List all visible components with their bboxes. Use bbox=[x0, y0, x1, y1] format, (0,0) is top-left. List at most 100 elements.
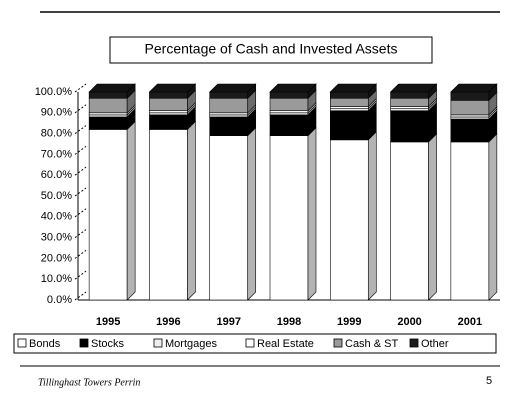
bar-segment-side bbox=[488, 133, 498, 301]
y-tick bbox=[74, 187, 87, 197]
y-tick-label: 70.0% bbox=[41, 148, 72, 160]
bar-top bbox=[148, 83, 197, 93]
bar-segment bbox=[209, 97, 249, 114]
bar-top bbox=[389, 83, 438, 93]
bar-segment bbox=[390, 110, 429, 143]
legend-swatch bbox=[79, 338, 89, 348]
bar-segment bbox=[88, 97, 128, 114]
bar-segment bbox=[149, 110, 188, 114]
bar-segment bbox=[329, 106, 369, 109]
chart-title: Percentage of Cash and Invested Assets bbox=[145, 41, 398, 57]
bar-segment bbox=[390, 141, 429, 301]
y-tick bbox=[74, 208, 87, 218]
y-tick-label: 40.0% bbox=[41, 211, 72, 223]
y-tick bbox=[74, 125, 87, 135]
bar-segment bbox=[450, 91, 490, 101]
x-tick-label: 2001 bbox=[458, 316, 482, 328]
y-tick-label: 100.0% bbox=[35, 86, 73, 98]
bar-segment bbox=[88, 114, 128, 118]
x-tick-label: 1999 bbox=[337, 316, 361, 328]
bar-segment bbox=[88, 91, 128, 99]
y-tick-label: 0.0% bbox=[47, 294, 72, 306]
y-tick-label: 50.0% bbox=[41, 190, 72, 202]
legend-swatch bbox=[153, 338, 163, 348]
y-tick bbox=[74, 83, 87, 93]
bar-segment bbox=[149, 112, 188, 116]
y-tick-label: 90.0% bbox=[41, 107, 72, 119]
bar-segment bbox=[149, 114, 188, 130]
bar-segment bbox=[329, 110, 369, 141]
bar-top bbox=[450, 83, 498, 93]
bar-segment bbox=[450, 141, 490, 301]
footer-text: Tillinghast Towers Perrin bbox=[38, 377, 140, 388]
legend-box bbox=[13, 333, 497, 354]
bar-top bbox=[329, 83, 378, 93]
bar-top bbox=[88, 83, 136, 93]
bar-segment bbox=[329, 97, 369, 107]
y-tick-label: 20.0% bbox=[41, 252, 72, 264]
bar-segment bbox=[390, 106, 429, 109]
x-tick-label: 1998 bbox=[277, 316, 301, 328]
bar-segment bbox=[149, 91, 188, 99]
bar-segment-side bbox=[367, 131, 377, 301]
bar-segment bbox=[450, 114, 490, 118]
legend-label: Mortgages bbox=[165, 338, 217, 350]
bar-segment bbox=[209, 112, 249, 116]
bar-segment bbox=[450, 100, 490, 116]
legend-label: Other bbox=[421, 338, 449, 350]
legend-swatch bbox=[245, 338, 255, 348]
bar-segment bbox=[88, 112, 128, 116]
x-tick-label: 1996 bbox=[156, 316, 180, 328]
bar-segment-side bbox=[307, 126, 317, 301]
bar-segment bbox=[149, 97, 188, 112]
bar-segment bbox=[329, 139, 369, 301]
bar-segment-side bbox=[428, 133, 437, 301]
bar-segment bbox=[329, 91, 369, 99]
legend-label: Cash & ST bbox=[345, 338, 398, 350]
legend-swatch bbox=[17, 338, 27, 348]
bar-segment bbox=[209, 91, 249, 99]
y-tick-label: 80.0% bbox=[41, 128, 72, 140]
y-tick-label: 10.0% bbox=[41, 273, 72, 285]
bar-segment bbox=[209, 116, 249, 136]
bar-segment bbox=[149, 129, 188, 301]
bar-segment bbox=[209, 135, 249, 301]
y-tick bbox=[74, 229, 87, 239]
bar-segment bbox=[269, 114, 309, 136]
y-tick bbox=[74, 270, 87, 280]
y-tick bbox=[74, 291, 87, 301]
y-tick bbox=[74, 166, 87, 176]
bar-segment bbox=[390, 97, 429, 107]
x-tick-label: 1995 bbox=[96, 316, 120, 328]
bar-segment bbox=[269, 135, 309, 301]
bar-segment bbox=[269, 97, 309, 112]
legend-label: Real Estate bbox=[257, 338, 314, 350]
legend-swatch bbox=[333, 338, 343, 348]
bar-segment-side bbox=[187, 120, 196, 301]
bar-segment bbox=[329, 108, 369, 112]
legend-label: Bonds bbox=[29, 338, 61, 350]
legend-swatch bbox=[409, 338, 419, 348]
bar-segment bbox=[269, 91, 309, 99]
legend-label: Stocks bbox=[91, 338, 125, 350]
y-tick bbox=[74, 145, 87, 155]
y-tick-label: 60.0% bbox=[41, 169, 72, 181]
bar-segment bbox=[269, 112, 309, 116]
y-tick-label: 30.0% bbox=[41, 232, 72, 244]
bar-segment bbox=[88, 129, 128, 301]
y-tick bbox=[74, 249, 87, 259]
bar-segment-side bbox=[247, 126, 257, 301]
bar-segment bbox=[390, 108, 429, 112]
bar-top bbox=[208, 83, 257, 93]
bar-segment bbox=[450, 116, 490, 120]
x-tick-label: 2000 bbox=[397, 316, 421, 328]
bar-segment bbox=[209, 114, 249, 118]
page-number: 5 bbox=[486, 375, 492, 387]
title-box bbox=[109, 36, 433, 64]
bar-segment bbox=[88, 116, 128, 130]
bar-segment bbox=[450, 118, 490, 143]
bar-top bbox=[269, 83, 317, 93]
bar-segment-side bbox=[126, 120, 136, 301]
bar-segment bbox=[390, 91, 429, 99]
